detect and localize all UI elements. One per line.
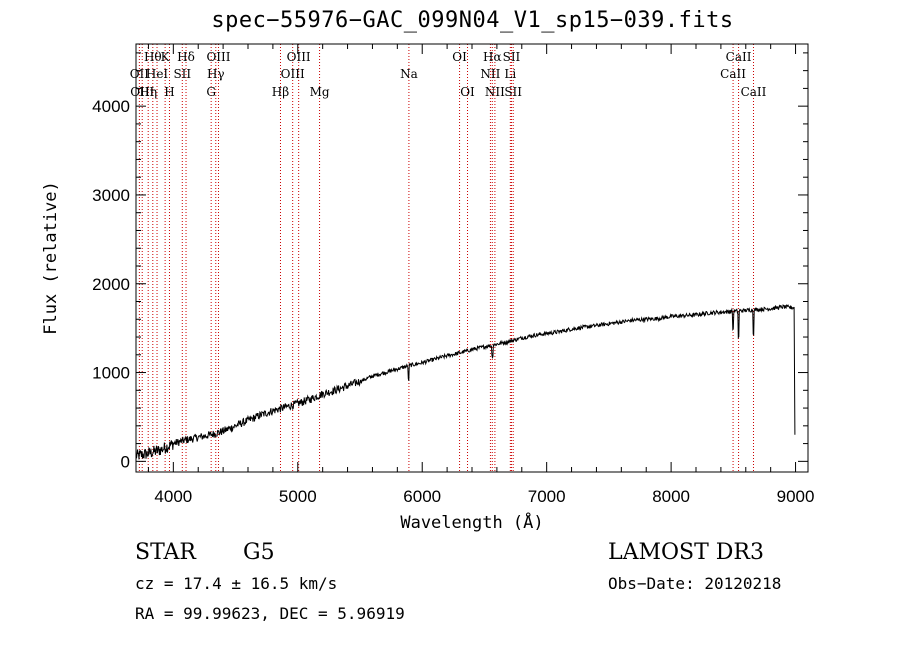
- line-marker-label: SII: [173, 67, 191, 81]
- x-tick-label: 6000: [403, 487, 441, 506]
- survey-name: LAMOST DR3: [608, 540, 764, 565]
- x-tick-label: 7000: [528, 487, 566, 506]
- line-marker-label: OI: [460, 85, 475, 99]
- line-marker-layer: [138, 44, 754, 472]
- line-marker-label: HeI: [146, 67, 169, 81]
- spectrum-line: [135, 304, 796, 460]
- line-marker-label: Hθ: [144, 50, 162, 64]
- plot-frame: [135, 43, 809, 473]
- y-tick-label: 4000: [92, 97, 130, 116]
- x-axis-label: Wavelength (Å): [400, 511, 543, 533]
- line-marker-label: G: [206, 85, 216, 99]
- sky-coordinates: RA = 99.99623, DEC = 5.96919: [135, 604, 405, 623]
- observation-date: Obs−Date: 20120218: [608, 574, 782, 593]
- chart-title: spec−55976−GAC_099N04_V1_sp15−039.fits: [211, 8, 734, 33]
- x-tick-label: 9000: [777, 487, 815, 506]
- line-marker-label: Mg: [310, 85, 330, 99]
- object-class: STAR: [135, 540, 196, 565]
- y-tick-label: 3000: [92, 186, 130, 205]
- line-marker-label: Hη: [139, 85, 157, 99]
- line-marker-label: OIII: [281, 67, 305, 81]
- line-marker-label: Hα: [483, 50, 502, 64]
- line-marker-label: Li: [504, 67, 516, 81]
- x-tick-label: 5000: [279, 487, 317, 506]
- spectrum-layer: [135, 304, 796, 460]
- line-marker-label: OII: [130, 67, 150, 81]
- line-marker-label: CaII: [720, 67, 746, 81]
- line-marker-label: CaII: [726, 50, 752, 64]
- line-marker-label: Hγ: [207, 67, 225, 81]
- line-marker-label: CaII: [741, 85, 767, 99]
- tick-layer: 4000 5000 6000 7000 8000 9000 0 1000 2000 3000 400…: [92, 44, 814, 506]
- redshift-cz: cz = 17.4 ± 16.5 km/s: [135, 574, 338, 593]
- line-marker-label: NII: [480, 67, 500, 81]
- line-marker-label: Hβ: [272, 85, 289, 99]
- line-marker-label: OIII: [206, 50, 230, 64]
- line-marker-label: SII: [504, 85, 522, 99]
- y-tick-label: 1000: [92, 364, 130, 383]
- y-tick-label: 2000: [92, 275, 130, 294]
- line-marker-label: NII: [485, 85, 505, 99]
- line-marker-label: K: [161, 50, 171, 64]
- x-tick-label: 8000: [652, 487, 690, 506]
- line-marker-label: SII: [503, 50, 521, 64]
- line-marker-label: OIII: [287, 50, 311, 64]
- object-subclass: G5: [243, 540, 275, 565]
- line-marker-label: Na: [400, 67, 418, 81]
- y-tick-label: 0: [121, 452, 130, 471]
- line-marker-label: OI: [452, 50, 467, 64]
- line-marker-label: Hδ: [177, 50, 195, 64]
- y-axis-label: Flux (relative): [41, 181, 61, 335]
- line-label-layer: OIIOIIIHηHθHeIKHSIIHδGHγOIIIHβOIIIOIIIMg…: [130, 50, 767, 99]
- line-marker-label: H: [164, 85, 174, 99]
- x-tick-label: 4000: [154, 487, 192, 506]
